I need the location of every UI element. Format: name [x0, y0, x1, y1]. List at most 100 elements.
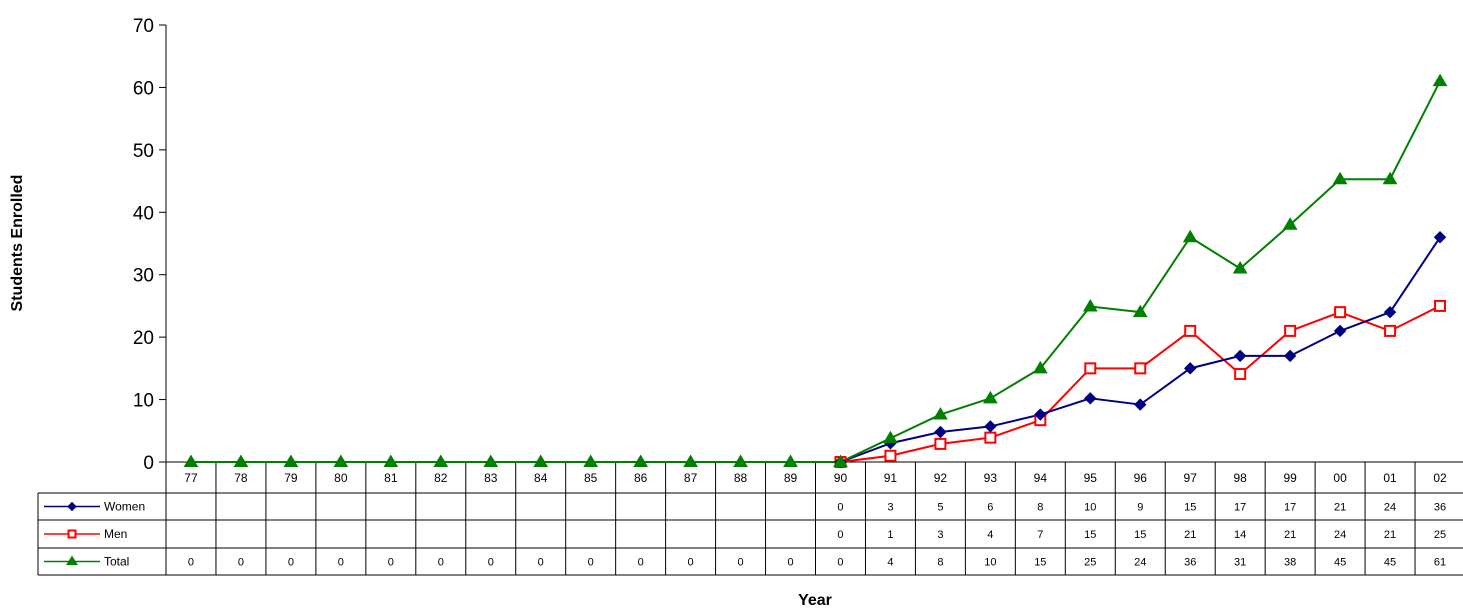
series-layer — [183, 73, 1448, 469]
men-marker — [67, 529, 77, 539]
x-tick-label: 86 — [634, 471, 648, 485]
men-marker — [984, 431, 997, 444]
y-axis-title: Students Enrolled — [9, 175, 26, 312]
table-cell-total: 0 — [438, 557, 444, 569]
x-tick-label: 87 — [684, 471, 698, 485]
women-point — [1333, 324, 1347, 338]
y-tick-label: 60 — [133, 78, 154, 99]
total-point — [333, 454, 349, 467]
table-cell-men: 4 — [987, 529, 993, 541]
men-point — [1384, 324, 1397, 337]
women-marker — [1433, 231, 1447, 244]
y-tick-label: 0 — [143, 453, 154, 474]
table-cell-women: 0 — [837, 502, 843, 514]
x-tick-label: 77 — [184, 471, 198, 485]
total-point — [1432, 73, 1448, 87]
x-tick-label: 78 — [234, 471, 248, 485]
table-cell-women: 24 — [1384, 502, 1396, 514]
table-cell-total: 31 — [1234, 557, 1246, 569]
table-cell-total: 25 — [1084, 557, 1096, 569]
total-point — [1082, 299, 1098, 312]
x-tick-label: 94 — [1034, 471, 1048, 485]
x-tick-label: 01 — [1383, 471, 1397, 485]
total-marker — [1332, 171, 1348, 185]
total-point — [683, 454, 698, 467]
total-point — [1232, 260, 1248, 274]
men-point — [1334, 306, 1347, 319]
men-point — [1234, 367, 1247, 380]
men-marker — [1334, 306, 1347, 319]
table-cell-total: 0 — [837, 557, 843, 569]
women-line — [840, 236, 1441, 463]
men-marker — [1184, 324, 1197, 337]
total-point — [633, 454, 649, 467]
table-cell-women: 17 — [1284, 502, 1296, 514]
women-point — [1233, 349, 1247, 363]
women-point — [934, 425, 947, 439]
total-point — [383, 454, 399, 467]
men-point — [1184, 324, 1197, 337]
table-cell-women: 15 — [1184, 502, 1196, 514]
legend-label-women: Women — [104, 500, 145, 514]
total-marker — [333, 454, 349, 467]
women-point — [1184, 362, 1197, 375]
table-cell-men: 24 — [1334, 529, 1346, 541]
total-marker — [982, 390, 998, 404]
total-marker — [583, 454, 599, 467]
table-cell-total: 0 — [538, 557, 544, 569]
table-cell-men: 14 — [1234, 529, 1246, 541]
table-cell-men: 21 — [1184, 529, 1196, 541]
total-marker — [283, 454, 299, 467]
x-axis: 77 78 79 80 81 82 83 84 85 86 87 88 89 90 91 92 93 94 95 96… — [184, 471, 1447, 485]
table-cell-total: 0 — [288, 557, 294, 569]
table-cell-total: 0 — [588, 557, 594, 569]
total-point — [733, 454, 748, 467]
x-tick-label: 83 — [484, 471, 498, 485]
legend-key-total: Total — [44, 555, 129, 569]
total-marker — [483, 454, 499, 467]
y-tick-label: 40 — [133, 203, 154, 224]
x-tick-label: 98 — [1233, 471, 1247, 485]
table-cell-total: 0 — [737, 557, 743, 569]
table-cell-total: 0 — [238, 557, 244, 569]
table-cell-total: 36 — [1184, 557, 1196, 569]
total-point — [433, 454, 449, 467]
total-marker — [633, 454, 649, 467]
total-marker — [183, 454, 199, 467]
table-cell-total: 0 — [388, 557, 394, 569]
men-line — [840, 305, 1441, 463]
total-point — [1182, 229, 1198, 243]
table-cell-women: 5 — [937, 502, 943, 514]
table-cell-women: 21 — [1334, 502, 1346, 514]
legend-label-men: Men — [104, 527, 127, 541]
total-point — [1282, 217, 1298, 230]
legend-key-men: Men — [44, 527, 127, 541]
x-tick-label: 93 — [984, 471, 998, 485]
women-marker — [1034, 408, 1047, 421]
table-cell-total: 0 — [488, 557, 494, 569]
table-cell-total: 24 — [1134, 557, 1146, 569]
x-tick-label: 99 — [1283, 471, 1297, 485]
total-point — [483, 454, 499, 467]
y-tick-label: 10 — [133, 391, 154, 412]
table-cell-women: 17 — [1234, 502, 1246, 514]
total-marker — [1282, 217, 1298, 230]
table-cell-men: 21 — [1384, 529, 1396, 541]
women-point — [1383, 305, 1397, 319]
table-cell-men: 21 — [1284, 529, 1296, 541]
x-tick-label: 85 — [584, 471, 598, 485]
total-marker — [1382, 171, 1398, 185]
x-tick-label: 80 — [334, 471, 348, 485]
x-tick-label: 96 — [1134, 471, 1148, 485]
men-marker — [1384, 324, 1397, 337]
table-cell-total: 61 — [1434, 557, 1446, 569]
total-point — [283, 454, 299, 467]
x-tick-label: 88 — [734, 471, 748, 485]
men-marker — [884, 449, 897, 462]
table-cell-men: 7 — [1037, 529, 1043, 541]
women-marker — [1184, 362, 1197, 375]
total-point — [1132, 304, 1148, 318]
total-point — [533, 454, 549, 467]
total-point — [583, 454, 599, 467]
women-marker — [1283, 349, 1297, 363]
